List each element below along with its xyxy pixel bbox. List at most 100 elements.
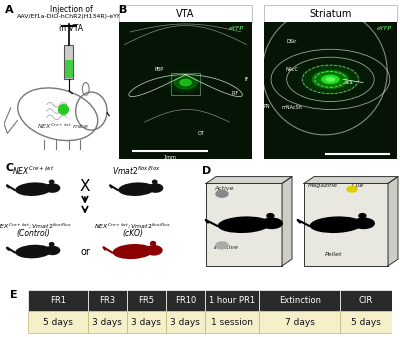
Bar xyxy=(166,290,205,311)
Text: 5 days: 5 days xyxy=(43,317,73,327)
Polygon shape xyxy=(168,73,203,92)
Bar xyxy=(65,60,73,78)
Bar xyxy=(28,290,88,311)
Text: 3 days: 3 days xyxy=(170,317,200,327)
Bar xyxy=(340,311,392,333)
Text: B: B xyxy=(119,5,127,15)
Text: PN: PN xyxy=(263,104,270,109)
Text: Cue: Cue xyxy=(352,183,364,188)
Polygon shape xyxy=(206,177,292,183)
Ellipse shape xyxy=(218,216,270,233)
Text: FR1: FR1 xyxy=(50,296,66,305)
Text: RLi: RLi xyxy=(254,40,262,45)
Text: $Vmat2^{flox/flox}$: $Vmat2^{flox/flox}$ xyxy=(112,164,161,177)
Ellipse shape xyxy=(118,182,155,196)
Ellipse shape xyxy=(113,244,153,259)
Bar xyxy=(119,22,252,159)
Bar xyxy=(127,311,166,333)
Polygon shape xyxy=(174,76,197,89)
Ellipse shape xyxy=(150,241,156,246)
Bar xyxy=(119,5,252,22)
Text: 1 hour PR1: 1 hour PR1 xyxy=(209,296,255,305)
Ellipse shape xyxy=(260,217,283,229)
Text: FR5: FR5 xyxy=(138,296,154,305)
Text: 3 days: 3 days xyxy=(92,317,122,327)
Text: mNAcSh: mNAcSh xyxy=(282,105,302,111)
Bar xyxy=(166,311,205,333)
Text: Striatum: Striatum xyxy=(309,9,352,19)
Text: Extinction: Extinction xyxy=(279,296,321,305)
Text: 1mm: 1mm xyxy=(164,155,176,160)
Bar xyxy=(304,183,388,266)
Text: Magazine: Magazine xyxy=(308,183,338,188)
Text: Active: Active xyxy=(214,186,234,190)
Bar xyxy=(264,22,397,159)
Ellipse shape xyxy=(45,183,60,193)
Ellipse shape xyxy=(358,213,366,219)
Polygon shape xyxy=(160,68,211,97)
Ellipse shape xyxy=(312,70,349,89)
Text: in VTA: in VTA xyxy=(59,24,83,33)
Ellipse shape xyxy=(301,64,360,94)
Text: Injection of: Injection of xyxy=(50,5,92,14)
Text: aca: aca xyxy=(344,80,353,85)
Ellipse shape xyxy=(45,246,60,255)
Text: D: D xyxy=(202,166,211,176)
Text: (Control): (Control) xyxy=(16,229,50,238)
Ellipse shape xyxy=(321,74,340,84)
Text: PIF: PIF xyxy=(232,91,239,96)
Ellipse shape xyxy=(310,216,362,233)
Text: FR3: FR3 xyxy=(99,296,115,305)
Text: OT: OT xyxy=(198,131,204,136)
Text: eYFP: eYFP xyxy=(376,26,392,31)
Text: 3 days: 3 days xyxy=(131,317,161,327)
Ellipse shape xyxy=(15,182,52,196)
Polygon shape xyxy=(180,80,191,86)
Text: AAV/Ef1a-DIO-hChR2(H134R)-eYFP: AAV/Ef1a-DIO-hChR2(H134R)-eYFP xyxy=(17,14,125,20)
Text: Pellet: Pellet xyxy=(325,252,343,257)
Text: NAcC: NAcC xyxy=(286,67,298,72)
Polygon shape xyxy=(388,177,398,266)
Polygon shape xyxy=(282,177,292,266)
Text: 1 session: 1 session xyxy=(211,317,253,327)
Bar xyxy=(64,44,74,80)
Bar xyxy=(259,311,340,333)
Ellipse shape xyxy=(152,180,158,184)
Polygon shape xyxy=(304,177,398,183)
Text: 500μm: 500μm xyxy=(349,159,366,163)
Circle shape xyxy=(216,242,228,249)
Ellipse shape xyxy=(287,57,374,101)
Text: Inactive: Inactive xyxy=(214,245,239,250)
Bar xyxy=(88,290,127,311)
Bar xyxy=(127,290,166,311)
Text: FR10: FR10 xyxy=(175,296,196,305)
Circle shape xyxy=(216,190,228,197)
Text: PBP: PBP xyxy=(154,67,163,72)
Bar xyxy=(264,5,397,22)
Ellipse shape xyxy=(352,217,375,229)
Text: E: E xyxy=(10,290,18,300)
Text: IF: IF xyxy=(244,77,249,82)
Ellipse shape xyxy=(326,77,335,82)
Bar xyxy=(259,290,340,311)
Bar xyxy=(205,290,259,311)
Ellipse shape xyxy=(49,242,54,247)
Ellipse shape xyxy=(148,183,163,193)
Ellipse shape xyxy=(49,180,54,184)
Text: $NEX^{Cre+/wt};Vmat2^{flox/flox}$: $NEX^{Cre+/wt};Vmat2^{flox/flox}$ xyxy=(94,222,171,231)
Bar xyxy=(171,73,200,95)
Text: $NEX^{Cre+/wt}$ mice: $NEX^{Cre+/wt}$ mice xyxy=(37,122,89,131)
Text: CIR: CIR xyxy=(359,296,373,305)
Text: or: or xyxy=(80,247,90,256)
Text: C: C xyxy=(6,163,14,173)
Ellipse shape xyxy=(266,213,274,219)
Text: eYFP: eYFP xyxy=(229,26,244,31)
Bar xyxy=(28,311,88,333)
Text: A: A xyxy=(5,5,14,15)
Text: X: X xyxy=(80,179,90,194)
Ellipse shape xyxy=(271,49,390,110)
Text: 7 days: 7 days xyxy=(285,317,315,327)
Text: (cKO): (cKO) xyxy=(122,229,143,238)
Bar xyxy=(88,311,127,333)
Text: VTA: VTA xyxy=(176,9,195,19)
